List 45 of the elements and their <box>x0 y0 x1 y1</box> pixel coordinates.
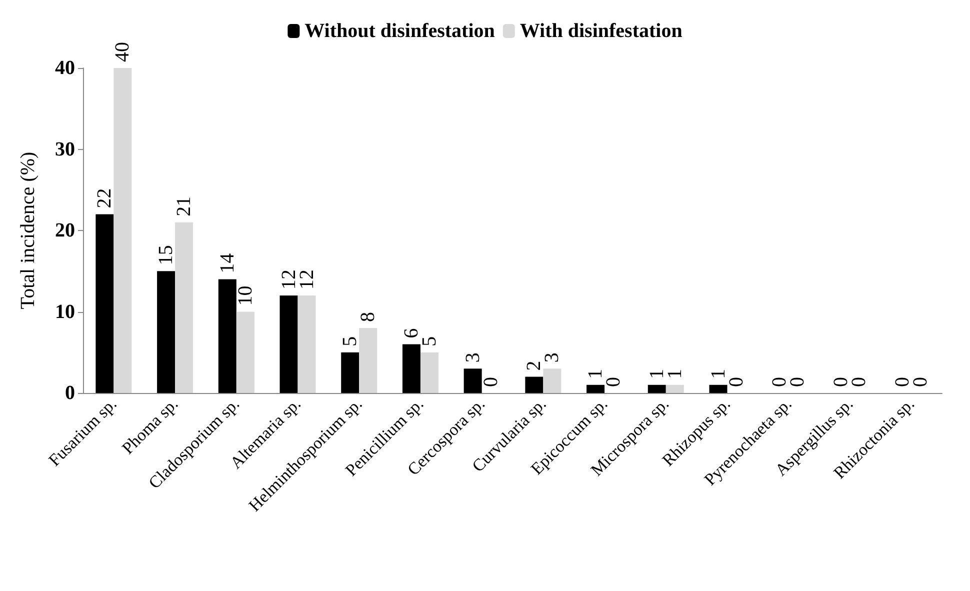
y-tick-label: 40 <box>55 57 75 79</box>
bar <box>648 384 666 393</box>
y-tick-label: 10 <box>55 300 75 323</box>
data-label: 0 <box>480 377 502 387</box>
bar <box>586 384 605 393</box>
bar <box>218 279 236 393</box>
legend-label: With disinfestation <box>520 20 682 42</box>
bar <box>96 214 114 393</box>
bar <box>236 312 254 393</box>
data-label: 1 <box>707 368 730 379</box>
data-label: 5 <box>418 336 440 346</box>
data-label: 40 <box>112 42 134 62</box>
bar <box>175 222 194 393</box>
legend-label: Without disinfestation <box>304 20 495 42</box>
data-label: 10 <box>234 286 256 306</box>
data-label: 5 <box>339 336 362 346</box>
data-label: 0 <box>602 377 625 387</box>
bar <box>359 328 378 393</box>
data-label: 14 <box>216 253 238 274</box>
data-label: 2 <box>523 360 546 371</box>
bar <box>402 344 420 393</box>
data-label: 3 <box>541 352 564 363</box>
y-tick-label: 20 <box>55 220 75 242</box>
bar <box>157 271 176 393</box>
bar <box>666 384 684 393</box>
bar <box>420 352 438 393</box>
bar <box>525 376 544 393</box>
data-label: 0 <box>725 377 748 387</box>
data-label: 22 <box>94 188 116 208</box>
bar <box>709 384 728 393</box>
y-tick-label: 0 <box>65 382 75 404</box>
y-axis-title: Total incidence (%) <box>17 152 39 310</box>
data-label: 1 <box>584 368 607 379</box>
y-tick-label: 30 <box>55 138 75 160</box>
data-label: 8 <box>357 312 380 322</box>
data-label: 6 <box>400 328 422 338</box>
data-label: 3 <box>462 352 484 363</box>
bar <box>280 296 298 393</box>
bar <box>298 296 316 393</box>
bar <box>543 368 562 393</box>
bar <box>114 68 132 393</box>
data-label: 15 <box>155 245 178 266</box>
bar <box>464 368 482 393</box>
bar <box>341 352 360 393</box>
data-label: 21 <box>173 196 196 216</box>
